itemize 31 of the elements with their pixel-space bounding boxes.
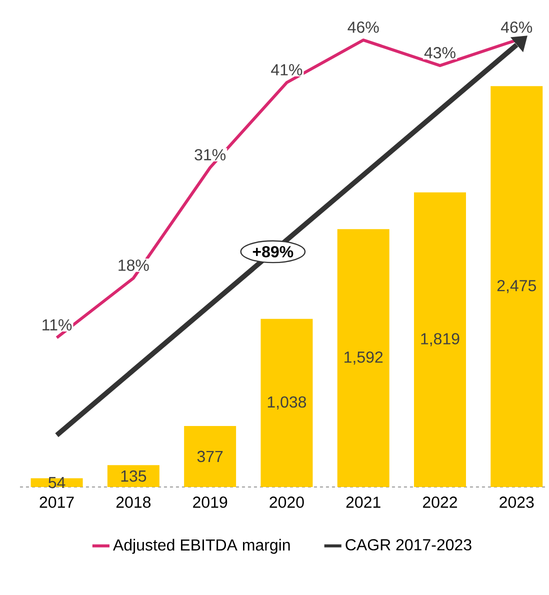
legend-label: Adjusted EBITDA margin bbox=[113, 538, 290, 554]
data-label: 11% bbox=[42, 319, 72, 330]
data-label: 1,592 bbox=[344, 351, 383, 365]
bar bbox=[30, 478, 83, 487]
x-tick-label: 2021 bbox=[346, 496, 380, 508]
data-label: 135 bbox=[121, 470, 146, 482]
x-tick-label: 2017 bbox=[40, 496, 74, 508]
data-label: 1,819 bbox=[421, 333, 460, 346]
data-label: 41% bbox=[271, 64, 302, 76]
bar bbox=[490, 86, 543, 487]
bar bbox=[107, 465, 160, 487]
data-label: 18% bbox=[118, 260, 149, 271]
x-tick-label: 2020 bbox=[270, 496, 304, 508]
bar bbox=[414, 192, 466, 487]
data-label: 31% bbox=[194, 149, 226, 160]
data-label: 46% bbox=[348, 22, 379, 33]
legend-label: CAGR 2017-2023 bbox=[346, 539, 472, 550]
data-label: 43% bbox=[424, 47, 456, 58]
x-tick-label: 2023 bbox=[500, 496, 534, 508]
bar bbox=[337, 229, 390, 487]
data-label: 377 bbox=[197, 450, 223, 462]
bar bbox=[184, 426, 236, 487]
x-tick-label: 2018 bbox=[116, 496, 151, 508]
data-label: 1,038 bbox=[268, 396, 306, 410]
data-label: 2,475 bbox=[497, 280, 536, 294]
data-label: 54 bbox=[48, 477, 66, 488]
data-label: 46% bbox=[500, 22, 532, 33]
x-tick-label: 2022 bbox=[422, 496, 457, 508]
bar bbox=[260, 318, 313, 487]
x-tick-label: 2019 bbox=[193, 496, 228, 508]
annotation: +89% bbox=[252, 246, 294, 258]
